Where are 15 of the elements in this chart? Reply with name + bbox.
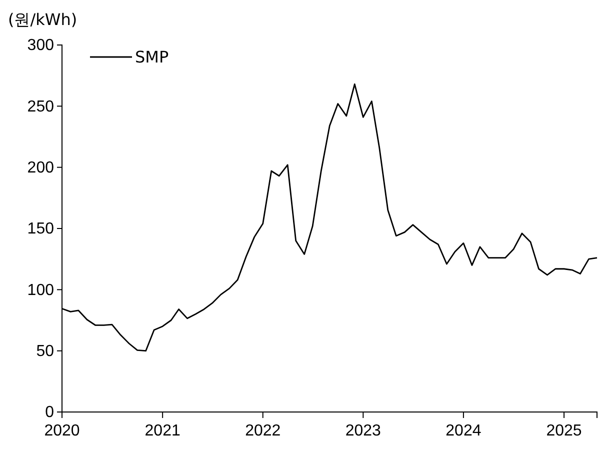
- x-tick-label: 2024: [446, 422, 482, 440]
- legend-label: SMP: [135, 48, 169, 67]
- x-tick-label: 2021: [144, 422, 180, 440]
- x-tick-label: 2022: [245, 422, 281, 440]
- y-tick-label: 100: [27, 282, 54, 299]
- y-tick-label: 300: [27, 37, 54, 54]
- x-tick-label: 2025: [546, 422, 582, 440]
- y-tick-label: 150: [27, 220, 54, 238]
- y-tick-label: 0: [45, 404, 54, 422]
- y-tick-label: 250: [27, 98, 54, 116]
- y-tick-label: 50: [36, 342, 54, 360]
- x-tick-label: 2020: [44, 422, 80, 440]
- y-tick-label: 200: [27, 159, 54, 176]
- x-tick-label: 2023: [345, 422, 382, 440]
- y-axis-title: (원/kWh): [8, 10, 78, 29]
